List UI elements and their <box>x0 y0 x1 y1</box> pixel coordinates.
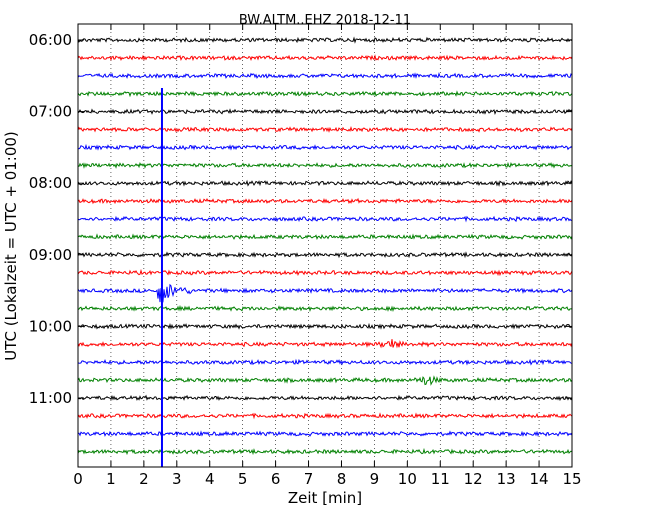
trace-line <box>77 36 573 44</box>
trace-line <box>77 233 573 241</box>
plot-frame <box>77 23 573 468</box>
x-tick-label: 15 <box>562 470 581 488</box>
y-tick-label: 07:00 <box>29 103 72 121</box>
trace-group <box>77 36 573 456</box>
trace-line <box>78 143 573 151</box>
trace-line <box>77 339 573 349</box>
x-tick-label: 7 <box>304 470 314 488</box>
trace-line <box>77 251 573 259</box>
trace-line <box>77 179 573 187</box>
trace-line <box>77 430 573 437</box>
x-axis-ticks: 0 1 2 3 4 5 6 7 8 9 10 11 12 13 14 15 <box>73 24 582 488</box>
x-tick-label: 11 <box>431 470 450 488</box>
trace-line <box>77 394 573 402</box>
trace-line <box>77 72 573 80</box>
trace-line <box>77 54 573 62</box>
x-tick-label: 2 <box>139 470 149 488</box>
x-tick-label: 10 <box>398 470 417 488</box>
y-tick-label: 10:00 <box>29 317 72 335</box>
trace-line <box>77 375 573 386</box>
trace-line <box>77 90 573 98</box>
trace-line <box>77 447 573 456</box>
trace-line <box>77 283 573 303</box>
y-tick-label: 08:00 <box>29 174 72 192</box>
x-tick-label: 5 <box>238 470 248 488</box>
trace-line <box>77 322 573 330</box>
trace-line <box>77 268 573 277</box>
x-tick-label: 1 <box>106 470 116 488</box>
x-tick-label: 0 <box>73 470 83 488</box>
trace-line <box>77 125 573 133</box>
x-tick-label: 8 <box>337 470 347 488</box>
vertical-grid <box>110 24 540 467</box>
x-axis-label: Zeit [min] <box>288 489 362 507</box>
trace-line <box>77 197 573 205</box>
trace-line <box>77 215 573 223</box>
x-tick-label: 9 <box>370 470 380 488</box>
chart-title: BW.ALTM..EHZ 2018-12-11 <box>239 13 411 28</box>
x-tick-label: 14 <box>530 470 549 488</box>
y-tick-label: 06:00 <box>29 31 72 49</box>
x-tick-label: 4 <box>205 470 215 488</box>
trace-line <box>77 161 573 169</box>
y-axis-ticks: 06:00 07:00 08:00 09:00 10:00 11:00 <box>29 31 572 407</box>
x-tick-label: 6 <box>271 470 281 488</box>
x-tick-label: 3 <box>172 470 182 488</box>
y-tick-label: 09:00 <box>29 246 72 264</box>
trace-line <box>77 304 573 313</box>
x-tick-label: 13 <box>497 470 516 488</box>
trace-line <box>77 412 573 420</box>
trace-line <box>77 108 573 115</box>
trace-line <box>77 358 573 366</box>
x-tick-label: 12 <box>464 470 483 488</box>
y-tick-label: 11:00 <box>29 389 72 407</box>
y-axis-label: UTC (Lokalzeit = UTC + 01:00) <box>2 131 20 361</box>
